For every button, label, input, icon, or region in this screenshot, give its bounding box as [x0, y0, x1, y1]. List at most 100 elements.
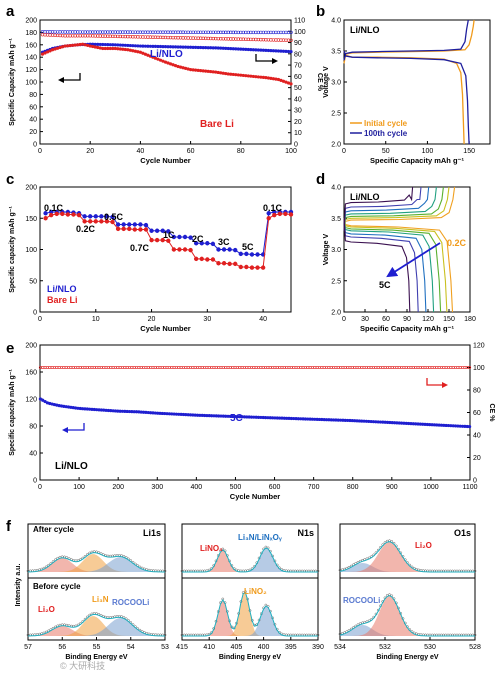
- data-point: [289, 365, 293, 369]
- data-point: [224, 414, 228, 418]
- data-point: [210, 414, 214, 418]
- data-point: [371, 420, 376, 424]
- data-point: [171, 63, 175, 67]
- data-point: [82, 214, 87, 219]
- data-point: [276, 49, 281, 53]
- envelope-fit: [182, 592, 318, 637]
- data-point: [216, 70, 220, 75]
- data-point: [148, 44, 153, 48]
- arrow-head-right: [272, 58, 278, 64]
- data-point: [268, 416, 272, 420]
- data-point: [219, 71, 223, 75]
- data-point: [378, 420, 383, 424]
- data-point: [93, 42, 97, 46]
- x-tick-label: 57: [24, 644, 32, 651]
- data-point: [263, 415, 268, 420]
- data-point: [149, 365, 153, 369]
- data-point: [386, 365, 390, 369]
- panel-e: 0 100 200 300 400 500 600 700 800 900 1000 11000408…: [6, 340, 495, 501]
- data-point: [121, 43, 125, 47]
- data-point: [271, 49, 276, 53]
- data-point: [249, 252, 255, 257]
- data-point: [95, 408, 99, 412]
- data-point: [200, 413, 204, 418]
- x-tick-label: 300: [151, 484, 163, 491]
- data-point: [353, 365, 357, 369]
- y2-tick-label: 20: [473, 455, 481, 462]
- data-point: [146, 410, 150, 415]
- data-point: [444, 423, 448, 428]
- data-point: [132, 365, 136, 369]
- data-point: [231, 72, 235, 77]
- x-axis-label: Binding Energy eV: [219, 654, 282, 661]
- data-point: [191, 68, 195, 72]
- data-point: [221, 365, 225, 369]
- y-tick-label: 200: [25, 18, 37, 25]
- series-0-2c: [343, 186, 456, 313]
- data-point: [83, 407, 87, 411]
- data-point: [339, 365, 343, 369]
- data-point: [446, 423, 451, 428]
- data-point: [306, 417, 310, 421]
- data-point: [341, 365, 345, 369]
- data-point: [461, 365, 465, 369]
- y-tick-label: 100: [25, 247, 37, 254]
- data-point: [130, 365, 134, 369]
- data-point: [64, 365, 68, 369]
- data-point: [280, 365, 284, 369]
- data-point: [62, 365, 66, 369]
- data-point: [254, 75, 258, 79]
- data-point: [111, 365, 115, 369]
- x-tick-label: 0: [38, 316, 42, 323]
- data-point: [181, 412, 186, 417]
- data-point: [154, 228, 160, 233]
- data-point: [390, 365, 394, 369]
- data-point: [301, 365, 305, 369]
- data-point: [86, 43, 90, 48]
- data-point: [346, 365, 350, 369]
- data-point: [160, 365, 164, 369]
- data-point: [207, 414, 211, 418]
- y-tick-label: 3.5: [331, 49, 341, 56]
- series-capacity: [38, 397, 472, 429]
- x-tick-label: 415: [176, 644, 188, 651]
- data-point: [362, 419, 366, 423]
- data-point: [282, 416, 286, 420]
- data-point: [111, 409, 115, 413]
- x-tick-label: 400: [258, 644, 270, 651]
- data-point: [168, 45, 173, 49]
- y-axis-label: Specific capacity mAh g⁻¹: [9, 369, 16, 456]
- data-point: [383, 420, 387, 424]
- data-point: [156, 365, 160, 369]
- data-point: [109, 409, 113, 413]
- data-point: [53, 47, 57, 51]
- data-point: [282, 365, 286, 369]
- data-point: [43, 399, 47, 404]
- data-point: [76, 365, 80, 369]
- data-point: [432, 423, 437, 427]
- data-point: [233, 365, 237, 369]
- peak-label: Before cycle: [33, 582, 81, 591]
- data-point: [59, 365, 63, 369]
- data-point: [106, 365, 110, 369]
- data-point: [76, 43, 80, 47]
- data-point: [310, 417, 315, 421]
- envelope-fit: [27, 613, 165, 637]
- data-point: [206, 69, 210, 73]
- x-tick-label: 40: [137, 148, 145, 155]
- data-point: [163, 45, 168, 49]
- data-point: [173, 64, 178, 68]
- data-point: [418, 365, 422, 369]
- data-point: [360, 419, 364, 423]
- data-point: [241, 73, 245, 78]
- data-point: [209, 69, 213, 74]
- data-point: [239, 47, 243, 51]
- x-tick-label: 55: [93, 644, 101, 651]
- data-point: [69, 405, 73, 409]
- data-point: [245, 365, 249, 369]
- data-point: [153, 56, 158, 60]
- data-point: [141, 51, 145, 55]
- x-tick-label: 900: [386, 484, 398, 491]
- data-point: [177, 412, 181, 416]
- data-point: [163, 411, 167, 416]
